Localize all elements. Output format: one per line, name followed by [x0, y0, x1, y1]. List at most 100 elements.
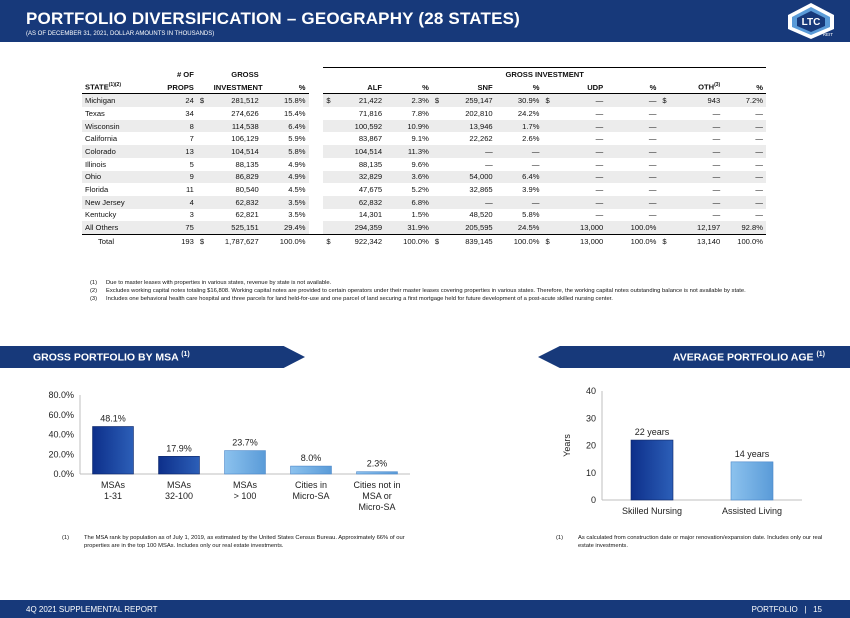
value-cell: — [723, 195, 766, 209]
state-cell: Florida [85, 185, 109, 195]
bar-value-label: 14 years [735, 449, 770, 459]
value-cell: — [595, 159, 604, 169]
category-label: Cities in [295, 480, 327, 490]
value-cell: 24 [162, 93, 197, 108]
value-cell: — [557, 170, 607, 184]
value-cell: $ [659, 233, 675, 248]
value-cell: — [446, 145, 496, 158]
col-investment: INVESTMENT [210, 80, 263, 95]
value-cell: 7 [189, 134, 194, 144]
y-tick-label: 60.0% [48, 410, 74, 420]
category-label: Skilled Nursing [622, 506, 682, 516]
msa-section-title: GROSS PORTFOLIO BY MSA [33, 351, 179, 364]
state-cell: All Others [82, 221, 163, 235]
value-cell: — [595, 210, 604, 220]
value-cell: — [531, 159, 540, 169]
value-cell: — [557, 119, 607, 133]
col-oth: OTH(3) [674, 80, 724, 95]
value-cell: $ [323, 93, 339, 108]
value-cell [542, 158, 557, 171]
value-cell: 48,520 [469, 210, 493, 220]
value-cell: $ [431, 233, 447, 248]
value-cell [323, 132, 338, 145]
value-cell [323, 107, 338, 120]
value-cell: 100.0% [385, 233, 432, 248]
value-cell [659, 221, 675, 235]
bar [92, 426, 134, 475]
value-cell: 7.8% [411, 108, 429, 118]
y-tick-label: 20 [586, 441, 596, 451]
value-cell [432, 158, 447, 171]
value-cell: 29.4% [261, 221, 309, 235]
value-cell: 12,197 [674, 221, 724, 235]
state-cell: Ohio [82, 170, 163, 184]
table-row: Wisconsin 8 114,538 6.4% 100,592 10.9% 13,946 1… [82, 119, 766, 133]
msa-chart-note: (1) The MSA rank by population as of July… [62, 535, 405, 549]
value-cell: 32,865 [469, 185, 493, 195]
col-udp-pct: % [606, 80, 660, 95]
value-cell: — [606, 119, 660, 133]
value-cell: 10.9% [385, 119, 432, 133]
value-cell: 13,140 [674, 233, 724, 248]
value-cell: 13 [162, 145, 197, 158]
value-cell: 1.7% [495, 119, 543, 133]
value-cell [542, 107, 557, 120]
col-top-props: # OF [176, 69, 194, 79]
bar [730, 461, 774, 501]
category-label: MSA or [362, 491, 392, 501]
value-cell: $ [196, 93, 211, 108]
value-cell: 88,135 [235, 159, 259, 169]
value-cell [323, 158, 338, 171]
value-cell [197, 132, 211, 145]
value-cell [542, 145, 558, 158]
msa-section-banner: GROSS PORTFOLIO BY MSA (1) [0, 346, 305, 368]
value-cell: — [674, 145, 724, 158]
value-cell: 22,262 [469, 134, 493, 144]
category-label: MSAs [167, 480, 192, 490]
value-cell [659, 158, 674, 171]
value-cell: — [446, 195, 496, 209]
y-tick-label: 20.0% [48, 449, 74, 459]
value-cell: 281,512 [210, 93, 262, 108]
value-cell: — [595, 134, 604, 144]
age-bar-chart: 0 10 20 30 40 Years 22 years Skilled Nursing 14 … [562, 386, 802, 516]
value-cell: 2.3% [385, 93, 432, 108]
value-cell: 92.8% [723, 221, 766, 235]
value-cell [196, 221, 211, 235]
value-cell: 11 [185, 185, 194, 195]
bar [630, 439, 674, 501]
value-cell: — [495, 195, 543, 209]
y-tick-label: 30 [586, 413, 596, 423]
value-cell [197, 107, 211, 120]
value-cell: — [648, 210, 657, 220]
state-cell: Kentucky [85, 210, 117, 220]
value-cell: 83,867 [358, 134, 383, 144]
value-cell: — [712, 210, 721, 220]
category-label: MSAs [101, 480, 126, 490]
value-cell [542, 119, 558, 133]
footnote: (1) Due to master leases with properties … [90, 280, 332, 286]
value-cell [432, 209, 447, 222]
value-cell [659, 145, 675, 158]
value-cell [659, 119, 675, 133]
value-cell: $ [323, 233, 339, 248]
value-cell [196, 170, 211, 184]
state-cell: Total [82, 233, 163, 248]
value-cell: 922,342 [338, 233, 386, 248]
value-cell: $ [542, 93, 558, 108]
value-cell: 4.5% [288, 185, 306, 195]
value-cell: — [712, 134, 721, 144]
value-cell [542, 170, 558, 184]
bar-value-label: 48.1% [100, 414, 126, 424]
value-cell: 24.2% [517, 108, 540, 118]
footer-report-name: 4Q 2021 SUPPLEMENTAL REPORT [26, 605, 158, 614]
value-cell: $ [196, 233, 211, 248]
value-cell: 7.2% [723, 93, 766, 108]
table-row: Ohio 9 86,829 4.9% 32,829 3.6% 54,000 6.4% — — — — [82, 170, 766, 184]
footer-page-info: PORTFOLIO | 15 [751, 605, 822, 614]
col-snf-pct: % [495, 80, 543, 95]
value-cell: — [674, 170, 724, 184]
value-cell: 114,538 [210, 119, 262, 133]
total-row: Total 193 $1,787,627 100.0% $922,342 100.0% $8… [82, 233, 766, 248]
value-cell: 62,832 [210, 195, 262, 209]
